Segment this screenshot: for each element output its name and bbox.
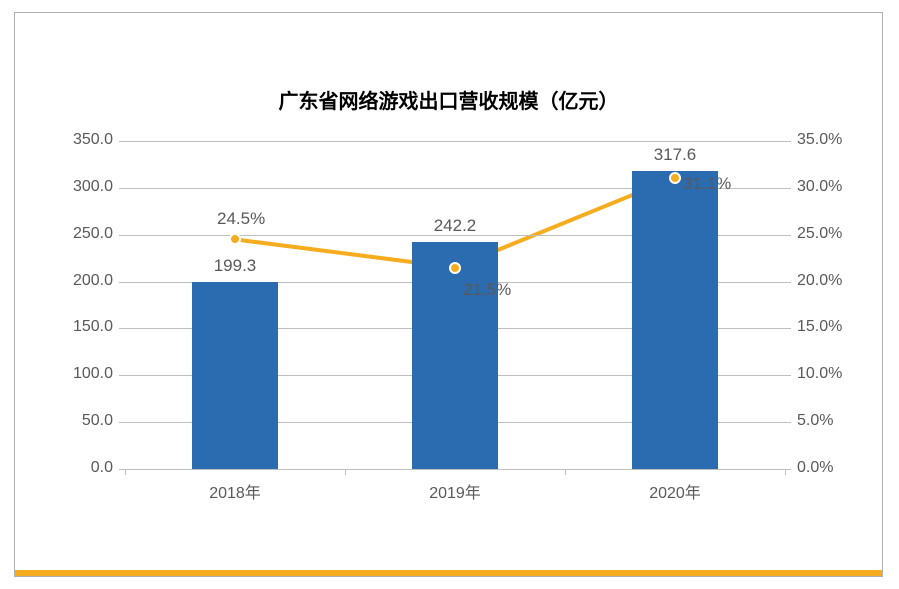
right-axis-label: 35.0% (797, 131, 842, 149)
right-tick (785, 422, 791, 423)
right-tick (785, 328, 791, 329)
bar-value-label: 199.3 (185, 256, 285, 276)
left-tick (119, 188, 125, 189)
right-axis-label: 20.0% (797, 272, 842, 290)
left-tick (119, 328, 125, 329)
right-tick (785, 375, 791, 376)
left-tick (119, 235, 125, 236)
right-axis-label: 25.0% (797, 225, 842, 243)
left-axis-label: 250.0 (53, 225, 113, 243)
left-axis-label: 100.0 (53, 365, 113, 383)
left-axis-label: 0.0 (53, 459, 113, 477)
right-tick (785, 141, 791, 142)
left-axis-label: 50.0 (53, 412, 113, 430)
bar (412, 242, 498, 469)
right-tick (785, 235, 791, 236)
x-tick (785, 469, 786, 475)
category-label: 2019年 (395, 479, 515, 503)
line-value-label: 31.1% (683, 174, 731, 194)
left-tick (119, 375, 125, 376)
chart-container: 广东省网络游戏出口营收规模（亿元） 0.00.0%50.05.0%100.010… (14, 12, 883, 577)
line-marker (669, 172, 681, 184)
right-tick (785, 282, 791, 283)
line-value-label: 21.5% (463, 280, 511, 300)
right-axis-label: 10.0% (797, 365, 842, 383)
bar-value-label: 242.2 (405, 216, 505, 236)
grid-line (125, 141, 785, 142)
right-axis-label: 30.0% (797, 178, 842, 196)
line-value-label: 24.5% (217, 209, 265, 229)
category-label: 2020年 (615, 479, 735, 503)
left-tick (119, 422, 125, 423)
right-tick (785, 188, 791, 189)
chart-title: 广东省网络游戏出口营收规模（亿元） (15, 85, 882, 114)
x-tick (565, 469, 566, 475)
left-axis-label: 300.0 (53, 178, 113, 196)
grid-line (125, 469, 785, 470)
footer-accent (15, 570, 882, 576)
x-tick (125, 469, 126, 475)
bar-value-label: 317.6 (625, 145, 725, 165)
x-tick (345, 469, 346, 475)
category-label: 2018年 (175, 479, 295, 503)
bar (632, 171, 718, 469)
left-tick (119, 282, 125, 283)
left-axis-label: 350.0 (53, 131, 113, 149)
plot-area: 0.00.0%50.05.0%100.010.0%150.015.0%200.0… (125, 141, 785, 469)
line-marker (449, 262, 461, 274)
right-axis-label: 5.0% (797, 412, 833, 430)
left-tick (119, 141, 125, 142)
bar (192, 282, 278, 469)
right-axis-label: 15.0% (797, 318, 842, 336)
left-axis-label: 150.0 (53, 318, 113, 336)
left-axis-label: 200.0 (53, 272, 113, 290)
right-axis-label: 0.0% (797, 459, 833, 477)
